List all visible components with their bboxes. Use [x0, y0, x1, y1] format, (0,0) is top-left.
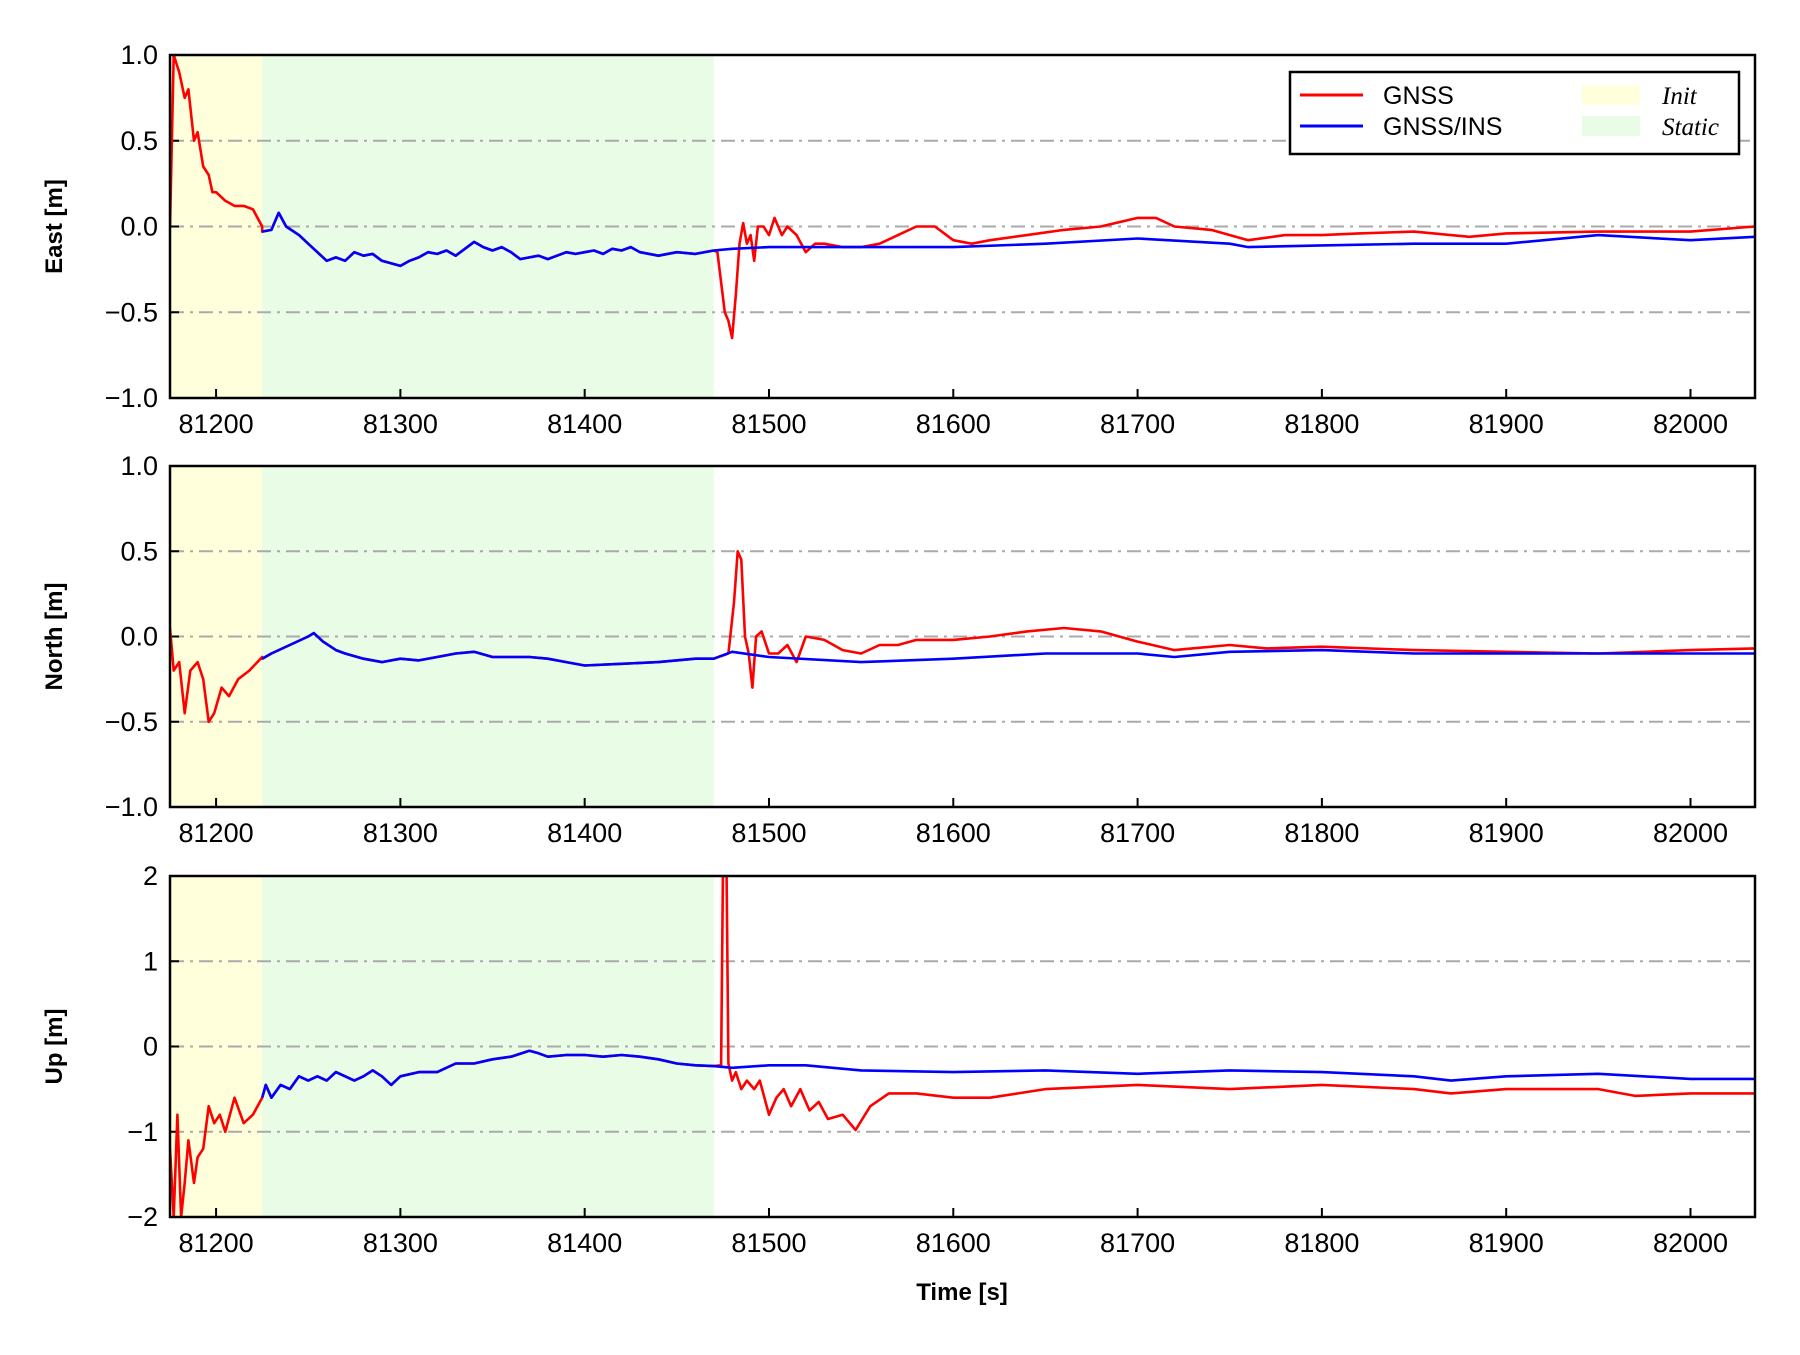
legend-box: [1288, 70, 1741, 156]
series-gnss-ins-line: [260, 1049, 1755, 1099]
y-tick-label: 2: [143, 861, 158, 891]
legend-init-swatch: [1582, 85, 1640, 105]
legend-init-label: Init: [1661, 83, 1698, 110]
x-tick-label: 81500: [731, 1228, 806, 1258]
x-tick-label: 81900: [1469, 409, 1544, 439]
y-axis-label: North [m]: [41, 583, 68, 691]
x-tick-label: 81700: [1100, 409, 1175, 439]
region-init: [170, 55, 263, 398]
x-tick-label: 81200: [179, 409, 254, 439]
axes-frame: [168, 53, 1757, 400]
y-tick-label: 0.0: [120, 212, 158, 242]
region-init: [170, 466, 263, 807]
legend-static-label: Static: [1662, 114, 1719, 141]
y-tick-label: 0.0: [120, 622, 158, 652]
x-tick-label: 81800: [1284, 409, 1359, 439]
x-tick-label: 81900: [1469, 818, 1544, 848]
y-tick-label: 0.5: [120, 126, 158, 156]
axes-frame: [168, 464, 1757, 809]
legend-static-swatch: [1582, 116, 1640, 136]
legend: GNSS GNSS/INS Init Static: [1288, 70, 1741, 156]
y-tick-label: −2: [127, 1202, 158, 1232]
x-tick-label: 81200: [179, 1228, 254, 1258]
x-tick-label: 81600: [916, 409, 991, 439]
y-tick-label: −1: [127, 1117, 158, 1147]
x-tick-label: 81600: [916, 818, 991, 848]
panel-1: −1.0 −0.5 0.0 0.5 1.0 81200 81300 81400 81500 816…: [41, 451, 1757, 848]
x-tick-label: 81800: [1284, 1228, 1359, 1258]
region-init: [170, 876, 263, 1217]
y-tick-label: −0.5: [105, 297, 158, 327]
y-tick-label: 0.5: [120, 536, 158, 566]
x-tick-label: 81200: [179, 818, 254, 848]
x-tick-label: 81300: [363, 818, 438, 848]
y-tick-label: −1.0: [105, 383, 158, 413]
y-tick-label: 1.0: [120, 451, 158, 481]
x-tick-label: 82000: [1653, 409, 1728, 439]
x-tick-label: 81500: [731, 818, 806, 848]
legend-gnss-label: GNSS: [1383, 82, 1454, 110]
x-tick-label: 81500: [731, 409, 806, 439]
y-tick-label: 1: [143, 946, 158, 976]
y-tick-label: −1.0: [105, 792, 158, 822]
x-tick-label: 81300: [363, 1228, 438, 1258]
axes-frame: [168, 874, 1757, 1219]
x-tick-label: 82000: [1653, 818, 1728, 848]
panel-0: −1.0 −0.5 0.0 0.5 1.0 81200 81300 81400 81500 816…: [41, 40, 1757, 439]
x-tick-label: 81700: [1100, 818, 1175, 848]
x-tick-label: 81600: [916, 1228, 991, 1258]
x-tick-label: 82000: [1653, 1228, 1728, 1258]
x-tick-label: 81800: [1284, 818, 1359, 848]
x-axis-label: Time [s]: [916, 1279, 1008, 1306]
legend-gnss-ins-label: GNSS/INS: [1383, 113, 1502, 141]
x-tick-label: 81700: [1100, 1228, 1175, 1258]
y-tick-label: 0: [143, 1032, 158, 1062]
y-tick-label: −0.5: [105, 707, 158, 737]
x-tick-label: 81300: [363, 409, 438, 439]
series-gnss-ins-line: [261, 631, 1755, 667]
y-axis-label: East [m]: [41, 179, 68, 274]
x-tick-label: 81400: [547, 409, 622, 439]
series-gnss-ins-line: [261, 211, 1755, 268]
y-tick-label: 1.0: [120, 40, 158, 70]
panel-2: −2 −1 0 1 2 81200 81300 81400 81500 81600 81700 818…: [41, 861, 1757, 1258]
x-tick-label: 81900: [1469, 1228, 1544, 1258]
x-tick-label: 81400: [547, 1228, 622, 1258]
y-axis-label: Up [m]: [41, 1009, 68, 1085]
x-tick-label: 81400: [547, 818, 622, 848]
